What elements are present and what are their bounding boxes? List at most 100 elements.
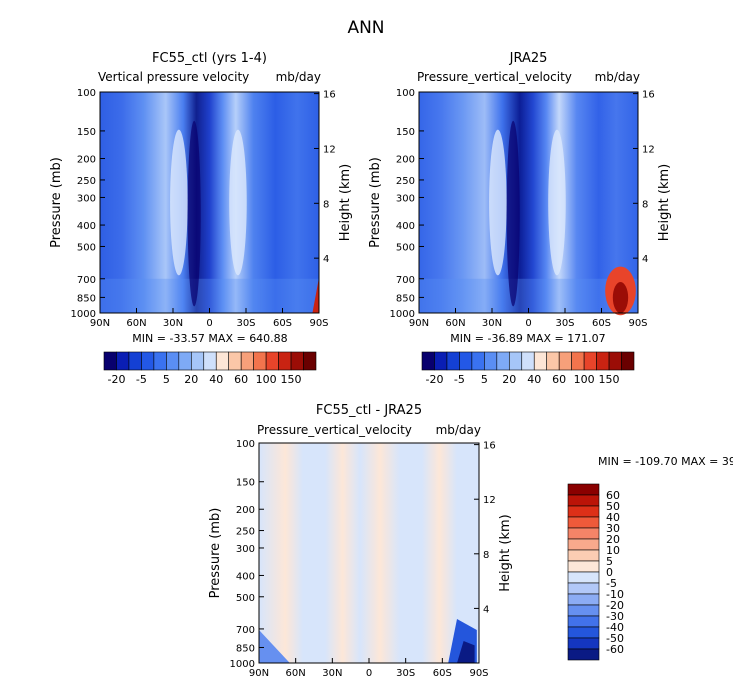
colorbar-swatch <box>103 351 117 371</box>
y2-tick-label: 16 <box>483 441 496 452</box>
y2-tick-label: 4 <box>642 254 648 265</box>
x-tick-label: 60N <box>445 318 465 329</box>
y-tick-label: 700 <box>396 275 415 286</box>
colorbar-label: -30 <box>606 610 624 623</box>
colorbar-swatch <box>583 351 597 371</box>
units-label: mb/day <box>595 70 640 84</box>
colorbar-label: 40 <box>209 373 223 386</box>
colorbar-swatch <box>533 351 548 371</box>
x-tick-label: 60S <box>273 318 292 329</box>
colorbar-label: -40 <box>606 621 624 634</box>
y-tick-label: 250 <box>396 176 415 187</box>
colorbar-swatch <box>434 351 448 371</box>
y2-axis-label: Height (km) <box>657 164 672 241</box>
colorbar-swatch <box>567 527 600 540</box>
y-axis-label: Pressure (mb) <box>368 157 383 248</box>
x-tick-label: 90N <box>90 318 110 329</box>
colorbar-swatch <box>567 626 600 639</box>
x-tick-label: 30S <box>396 668 415 679</box>
variable-name: Vertical pressure velocity <box>98 70 249 84</box>
colorbar-label: 5 <box>606 555 613 568</box>
y-tick-label: 500 <box>396 242 415 253</box>
colorbar-label: -20 <box>107 373 125 386</box>
y-tick-label: 500 <box>77 242 96 253</box>
colorbar-swatch <box>116 351 130 371</box>
colorbar-label: 20 <box>184 373 198 386</box>
colorbar-swatch <box>484 351 498 371</box>
y-tick-label: 850 <box>396 293 415 304</box>
colorbar-swatch <box>190 351 205 371</box>
y-tick-label: 300 <box>236 544 255 555</box>
variable-name: Pressure_vertical_velocity <box>417 70 572 84</box>
panel-difference: FC55_ctl - JRA25 Pressure_vertical_veloci… <box>208 403 733 679</box>
colorbar-swatch <box>471 351 485 371</box>
x-tick-label: 30S <box>236 318 255 329</box>
y-tick-label: 300 <box>396 193 415 204</box>
y-tick-label: 300 <box>77 193 96 204</box>
y-tick-label: 250 <box>77 176 96 187</box>
colorbar-swatch <box>215 351 230 371</box>
x-tick-label: 90S <box>628 318 647 329</box>
y-tick-label: 400 <box>77 221 96 232</box>
colorbar-swatch <box>546 351 560 371</box>
colorbar-swatch <box>178 351 192 371</box>
colorbar-swatch <box>567 648 600 661</box>
colorbar-swatch <box>571 351 585 371</box>
colorbar-swatch <box>596 351 610 371</box>
colorbar-swatch <box>421 351 435 371</box>
y-tick-label: 250 <box>236 527 255 538</box>
colorbar-label: 150 <box>599 373 620 386</box>
x-tick-label: 0 <box>206 318 212 329</box>
y2-tick-label: 4 <box>483 604 489 615</box>
x-tick-label: 60S <box>433 668 452 679</box>
colorbar-swatch <box>567 560 600 573</box>
colorbar-label: -60 <box>606 643 624 656</box>
colorbar-label: 100 <box>574 373 595 386</box>
x-tick-label: 0 <box>366 668 372 679</box>
y-axis-label: Pressure (mb) <box>49 157 64 248</box>
min-max-label: MIN = -33.57 MAX = 640.88 <box>132 332 287 345</box>
colorbar-label: 40 <box>527 373 541 386</box>
colorbar-swatch <box>141 351 155 371</box>
colorbar-label: -20 <box>425 373 443 386</box>
subsidence-south <box>548 129 566 276</box>
colorbar-swatch <box>128 351 142 371</box>
y-tick-label: 100 <box>236 439 255 450</box>
contour-field <box>259 443 479 663</box>
colorbar-swatch <box>508 351 523 371</box>
colorbar-label: -5 <box>606 577 617 590</box>
subsidence-south <box>229 129 247 276</box>
colorbar-label: 60 <box>606 489 620 502</box>
colorbar-swatch <box>567 604 600 617</box>
x-tick-label: 30N <box>163 318 183 329</box>
colorbar-label: 40 <box>606 511 620 524</box>
colorbar-swatch <box>558 351 572 371</box>
colorbar-swatch <box>240 351 254 371</box>
y2-tick-label: 12 <box>483 495 496 506</box>
y-tick-label: 100 <box>396 88 415 99</box>
high-latitude-core <box>612 282 629 313</box>
colorbar-label: 30 <box>606 522 620 535</box>
y-tick-label: 200 <box>396 155 415 166</box>
x-tick-label: 90S <box>309 318 328 329</box>
panel-reanalysis: JRA25 Pressure_vertical_velocity mb/day 100… <box>368 51 672 386</box>
x-tick-label: 30N <box>322 668 342 679</box>
colorbar-label: 60 <box>234 373 248 386</box>
colorbar-swatch <box>228 351 242 371</box>
y-tick-label: 1000 <box>390 309 415 320</box>
colorbar-swatch <box>459 351 473 371</box>
panel-title: FC55_ctl - JRA25 <box>316 403 422 418</box>
contour-field <box>419 92 638 313</box>
colorbar-label: -10 <box>606 588 624 601</box>
colorbar-swatch <box>567 549 600 562</box>
colorbar-label: 60 <box>552 373 566 386</box>
difference-low-north <box>259 630 290 663</box>
y-tick-label: 1000 <box>230 659 255 670</box>
x-tick-label: 60N <box>126 318 146 329</box>
colorbar-label: -5 <box>454 373 465 386</box>
x-tick-label: 90S <box>469 668 488 679</box>
colorbar-label: 20 <box>502 373 516 386</box>
x-tick-label: 60S <box>592 318 611 329</box>
colorbar-swatch <box>567 615 600 628</box>
